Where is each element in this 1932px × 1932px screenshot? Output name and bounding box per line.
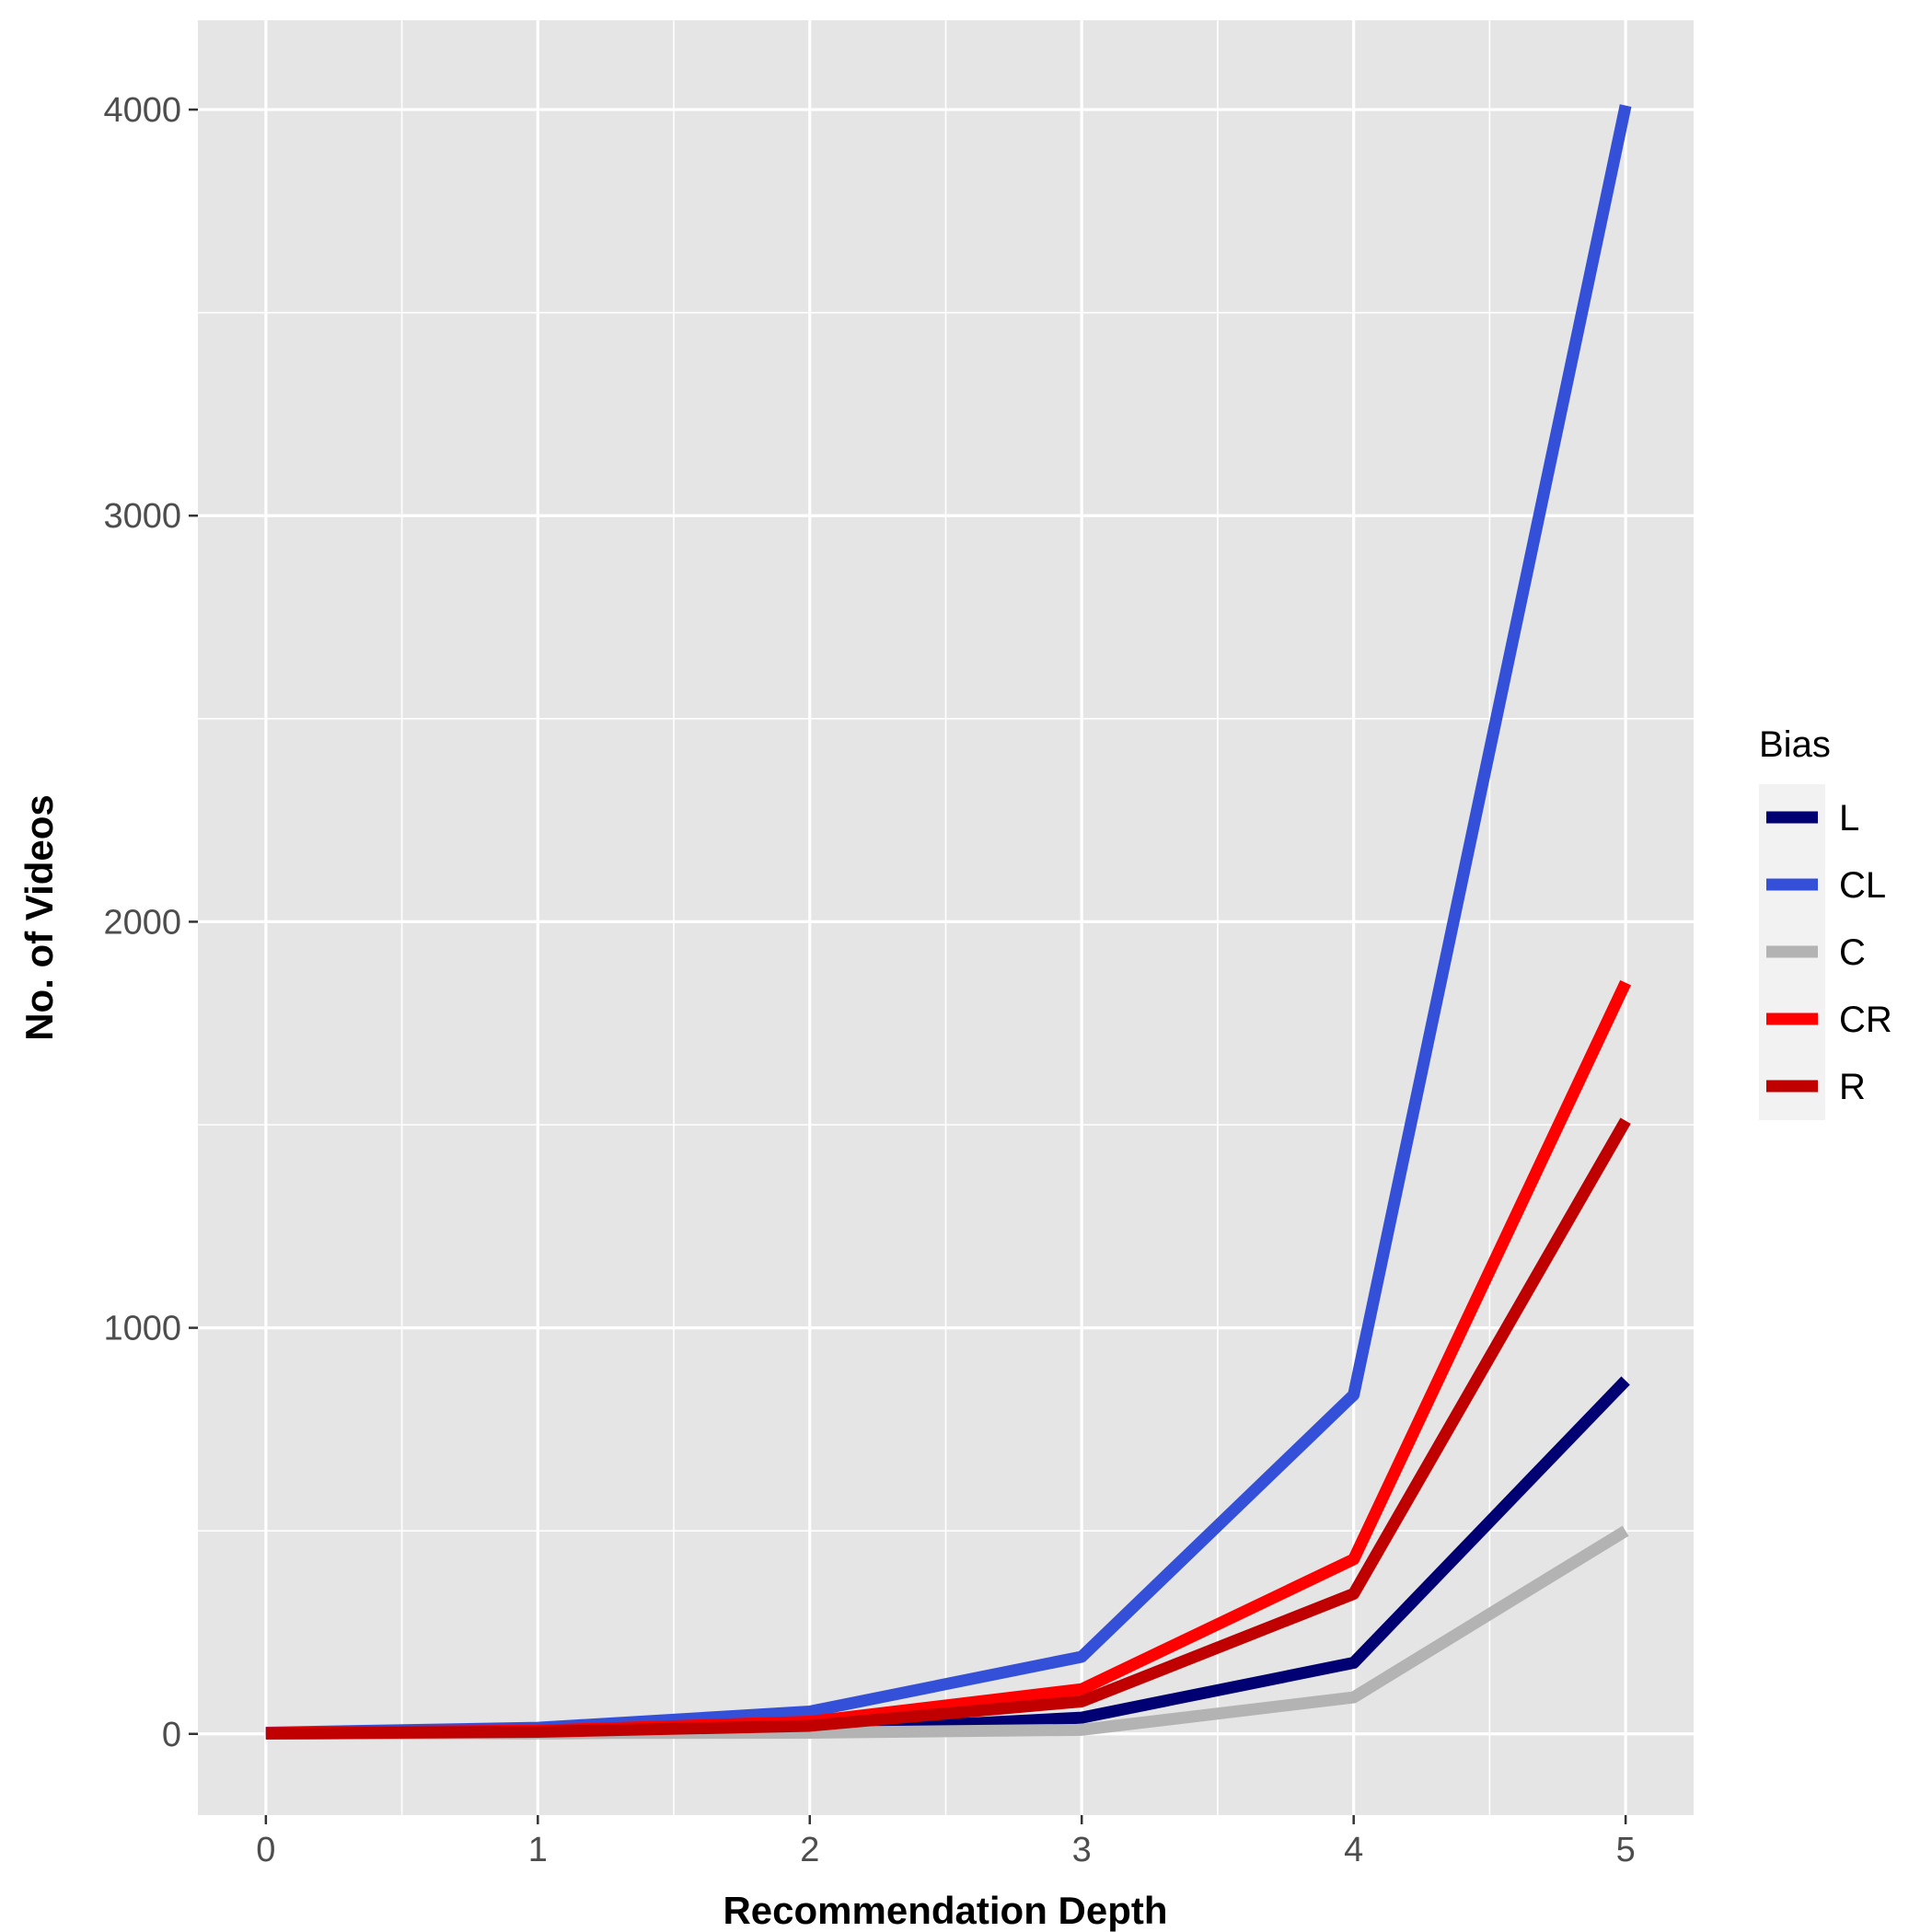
x-tick-label: 0 [256, 1831, 275, 1869]
legend-title: Bias [1759, 724, 1831, 765]
x-axis: 0 1 2 3 4 5 [256, 1815, 1636, 1869]
legend-label-cr: CR [1839, 1000, 1892, 1040]
x-axis-title: Recommendation Depth [723, 1889, 1167, 1932]
y-tick-label: 3000 [103, 497, 181, 536]
y-tick-label: 2000 [103, 903, 181, 942]
y-axis: 0 1000 2000 3000 4000 [103, 91, 198, 1754]
legend-label-cl: CL [1839, 865, 1886, 906]
x-tick-label: 4 [1344, 1831, 1363, 1869]
x-tick-label: 5 [1616, 1831, 1636, 1869]
series-line-r [265, 1117, 1631, 1740]
series-lines [265, 104, 1632, 1740]
minor-gridlines [198, 20, 1694, 1815]
y-tick-label: 0 [162, 1716, 181, 1754]
legend-label-r: R [1839, 1067, 1866, 1107]
y-axis-title: No. of Videos [17, 794, 61, 1041]
x-tick-label: 2 [800, 1831, 819, 1869]
y-tick-label: 4000 [103, 91, 181, 130]
y-tick-label: 1000 [103, 1310, 181, 1348]
x-tick-label: 1 [528, 1831, 548, 1869]
legend-label-l: L [1839, 798, 1859, 839]
legend: Bias L CL C CR R [1759, 724, 1892, 1120]
legend-label-c: C [1839, 932, 1866, 973]
x-tick-label: 3 [1072, 1831, 1092, 1869]
